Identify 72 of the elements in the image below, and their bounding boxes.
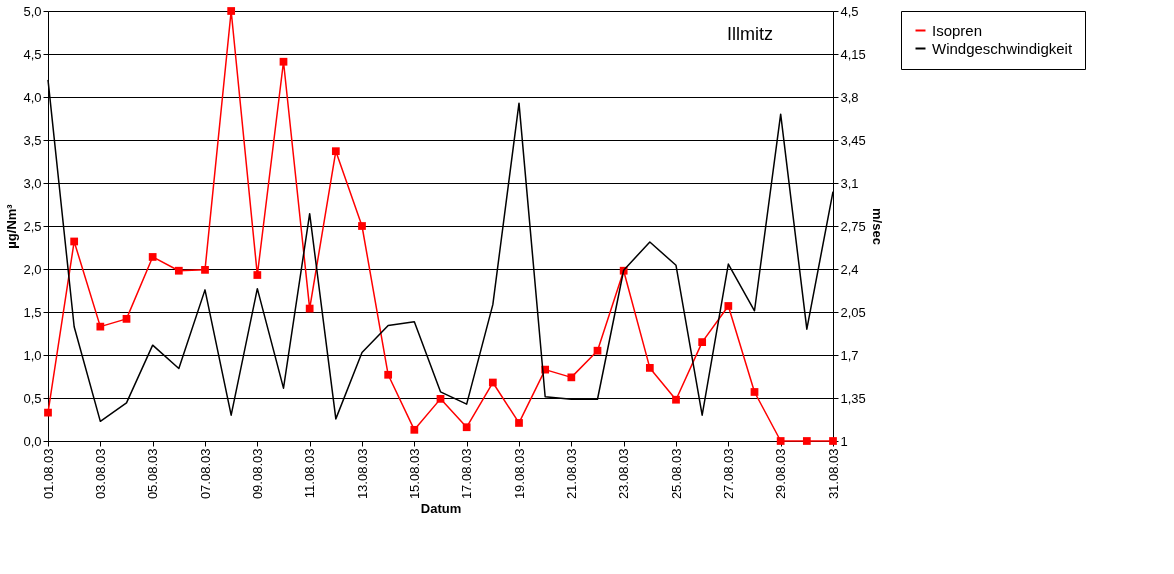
x-tick-label: 07.08.03 (197, 448, 213, 500)
y-tick-label: 5,0 (23, 3, 42, 19)
y2-tick-label: 1,7 (840, 347, 859, 363)
point (122, 315, 131, 323)
y-tick-label: 1,0 (23, 347, 42, 363)
x-tick-label: 27.08.03 (720, 448, 736, 500)
point (593, 346, 602, 355)
x-tick-label: 11.08.03 (302, 448, 318, 499)
annotation: Illmitz (727, 24, 773, 44)
point (776, 437, 785, 445)
y-tick-label: 4,0 (23, 89, 42, 105)
y-tick-label: 2,0 (23, 261, 42, 277)
point (70, 237, 79, 246)
y2-tick-label: 3,8 (840, 89, 859, 105)
point (724, 302, 733, 310)
y2-tick-label: 4,5 (840, 3, 859, 19)
x-tick-label: 19.08.03 (511, 448, 527, 500)
x-tick-label: 31.08.03 (825, 448, 841, 500)
point (410, 425, 419, 434)
point (358, 222, 366, 230)
x-tick-label: 15.08.03 (406, 448, 422, 500)
point (384, 370, 393, 379)
x-tick-label: 05.08.03 (145, 448, 161, 500)
point (201, 265, 209, 274)
y-tick-label: 0,5 (23, 390, 42, 406)
point (305, 304, 314, 313)
y2-tick-label: 1,35 (840, 390, 866, 406)
y-tick-label: 1,5 (23, 304, 42, 320)
point (148, 253, 157, 261)
point (436, 394, 445, 403)
y2-tick-label: 4,15 (840, 46, 866, 62)
x-tick-label: 25.08.03 (668, 448, 684, 500)
point (672, 395, 680, 404)
y-tick-label: 3,0 (23, 175, 42, 191)
point (802, 437, 811, 445)
point (279, 57, 288, 66)
x-axis-title: Datum (420, 501, 462, 517)
y-axis-title: µg/Nm³ (4, 203, 20, 249)
point (44, 408, 52, 417)
y2-tick-label: 1 (840, 433, 848, 449)
x-tick-label: 21.08.03 (563, 448, 579, 500)
point (253, 271, 262, 279)
y2-tick-label: 3,1 (840, 175, 859, 191)
y-tick-label: 0,0 (23, 433, 42, 449)
point (488, 378, 497, 387)
point (515, 419, 523, 427)
point (174, 266, 183, 275)
point (645, 364, 654, 372)
x-tick-label: 03.08.03 (92, 448, 108, 500)
legend-label: Windgeschwindigkeit (932, 39, 1073, 57)
point (462, 423, 471, 432)
x-tick-label: 13.08.03 (354, 448, 370, 500)
y-tick-label: 4,5 (23, 46, 42, 62)
x-tick-label: 01.08.03 (40, 448, 56, 500)
y-tick-label: 2,5 (23, 218, 42, 234)
y2-tick-label: 3,45 (840, 132, 866, 148)
y2-tick-label: 2,05 (840, 304, 866, 320)
point (96, 322, 105, 331)
point (698, 338, 707, 346)
x-tick-label: 29.08.03 (773, 448, 789, 500)
y2-tick-label: 2,4 (840, 261, 859, 277)
point (750, 388, 759, 396)
point (331, 147, 340, 156)
point (567, 373, 576, 382)
y2-axis-title: m/sec (869, 208, 885, 245)
x-tick-label: 17.08.03 (459, 448, 475, 500)
y-tick-label: 3,5 (23, 132, 42, 148)
point (227, 7, 236, 15)
x-tick-label: 09.08.03 (249, 448, 265, 500)
x-tick-label: 23.08.03 (616, 448, 632, 500)
legend-label: Isopren (932, 21, 983, 39)
y2-tick-label: 2,75 (840, 218, 866, 234)
